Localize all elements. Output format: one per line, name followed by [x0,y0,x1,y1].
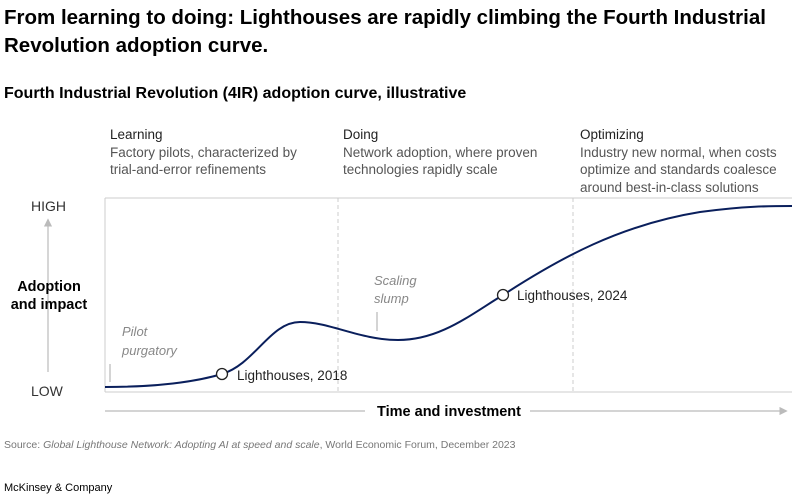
phase-learning: Learning Factory pilots, characterized b… [110,126,297,179]
adoption-curve-line [104,205,793,388]
milestone-2024-label: Lighthouses, 2024 [517,288,628,303]
y-axis-high-label: HIGH [31,198,66,214]
phase-doing-name: Doing [343,127,379,142]
scaling-slump-label-line2: slump [374,291,409,306]
milestone-2018-marker [215,367,229,381]
source-title: Global Lighthouse Network: Adopting AI a… [43,439,320,451]
phase-learning-description: Factory pilots, characterized by trial-a… [110,144,297,178]
chart-subtitle: Fourth Industrial Revolution (4IR) adopt… [4,85,467,102]
phase-doing: Doing Network adoption, where proven tec… [343,126,537,179]
phase-optimizing-name: Optimizing [580,127,644,142]
y-axis-low-label: LOW [31,383,64,399]
source-suffix: , World Economic Forum, December 2023 [319,439,516,451]
y-axis-title-line2: and impact [11,297,88,313]
phase-optimizing: Optimizing Industry new normal, when cos… [580,126,777,196]
milestone-2018-label: Lighthouses, 2018 [237,368,347,383]
page-title: From learning to doing: Lighthouses are … [4,6,766,57]
source-note: Source: Global Lighthouse Network: Adopt… [4,439,515,451]
y-axis-title-line1: Adoption [17,279,81,295]
x-axis-title: Time and investment [377,404,521,420]
pilot-purgatory-label-line2: purgatory [121,343,178,358]
source-prefix: Source: [4,439,44,451]
brand-footer: McKinsey & Company [4,482,113,494]
phase-doing-description: Network adoption, where proven technolog… [343,144,538,178]
phase-learning-name: Learning [110,127,163,142]
scaling-slump-label-line1: Scaling [374,273,417,288]
pilot-purgatory-label-line1: Pilot [122,324,149,339]
milestone-2024-marker [496,288,510,302]
phase-optimizing-description: Industry new normal, when costs optimize… [580,144,777,195]
